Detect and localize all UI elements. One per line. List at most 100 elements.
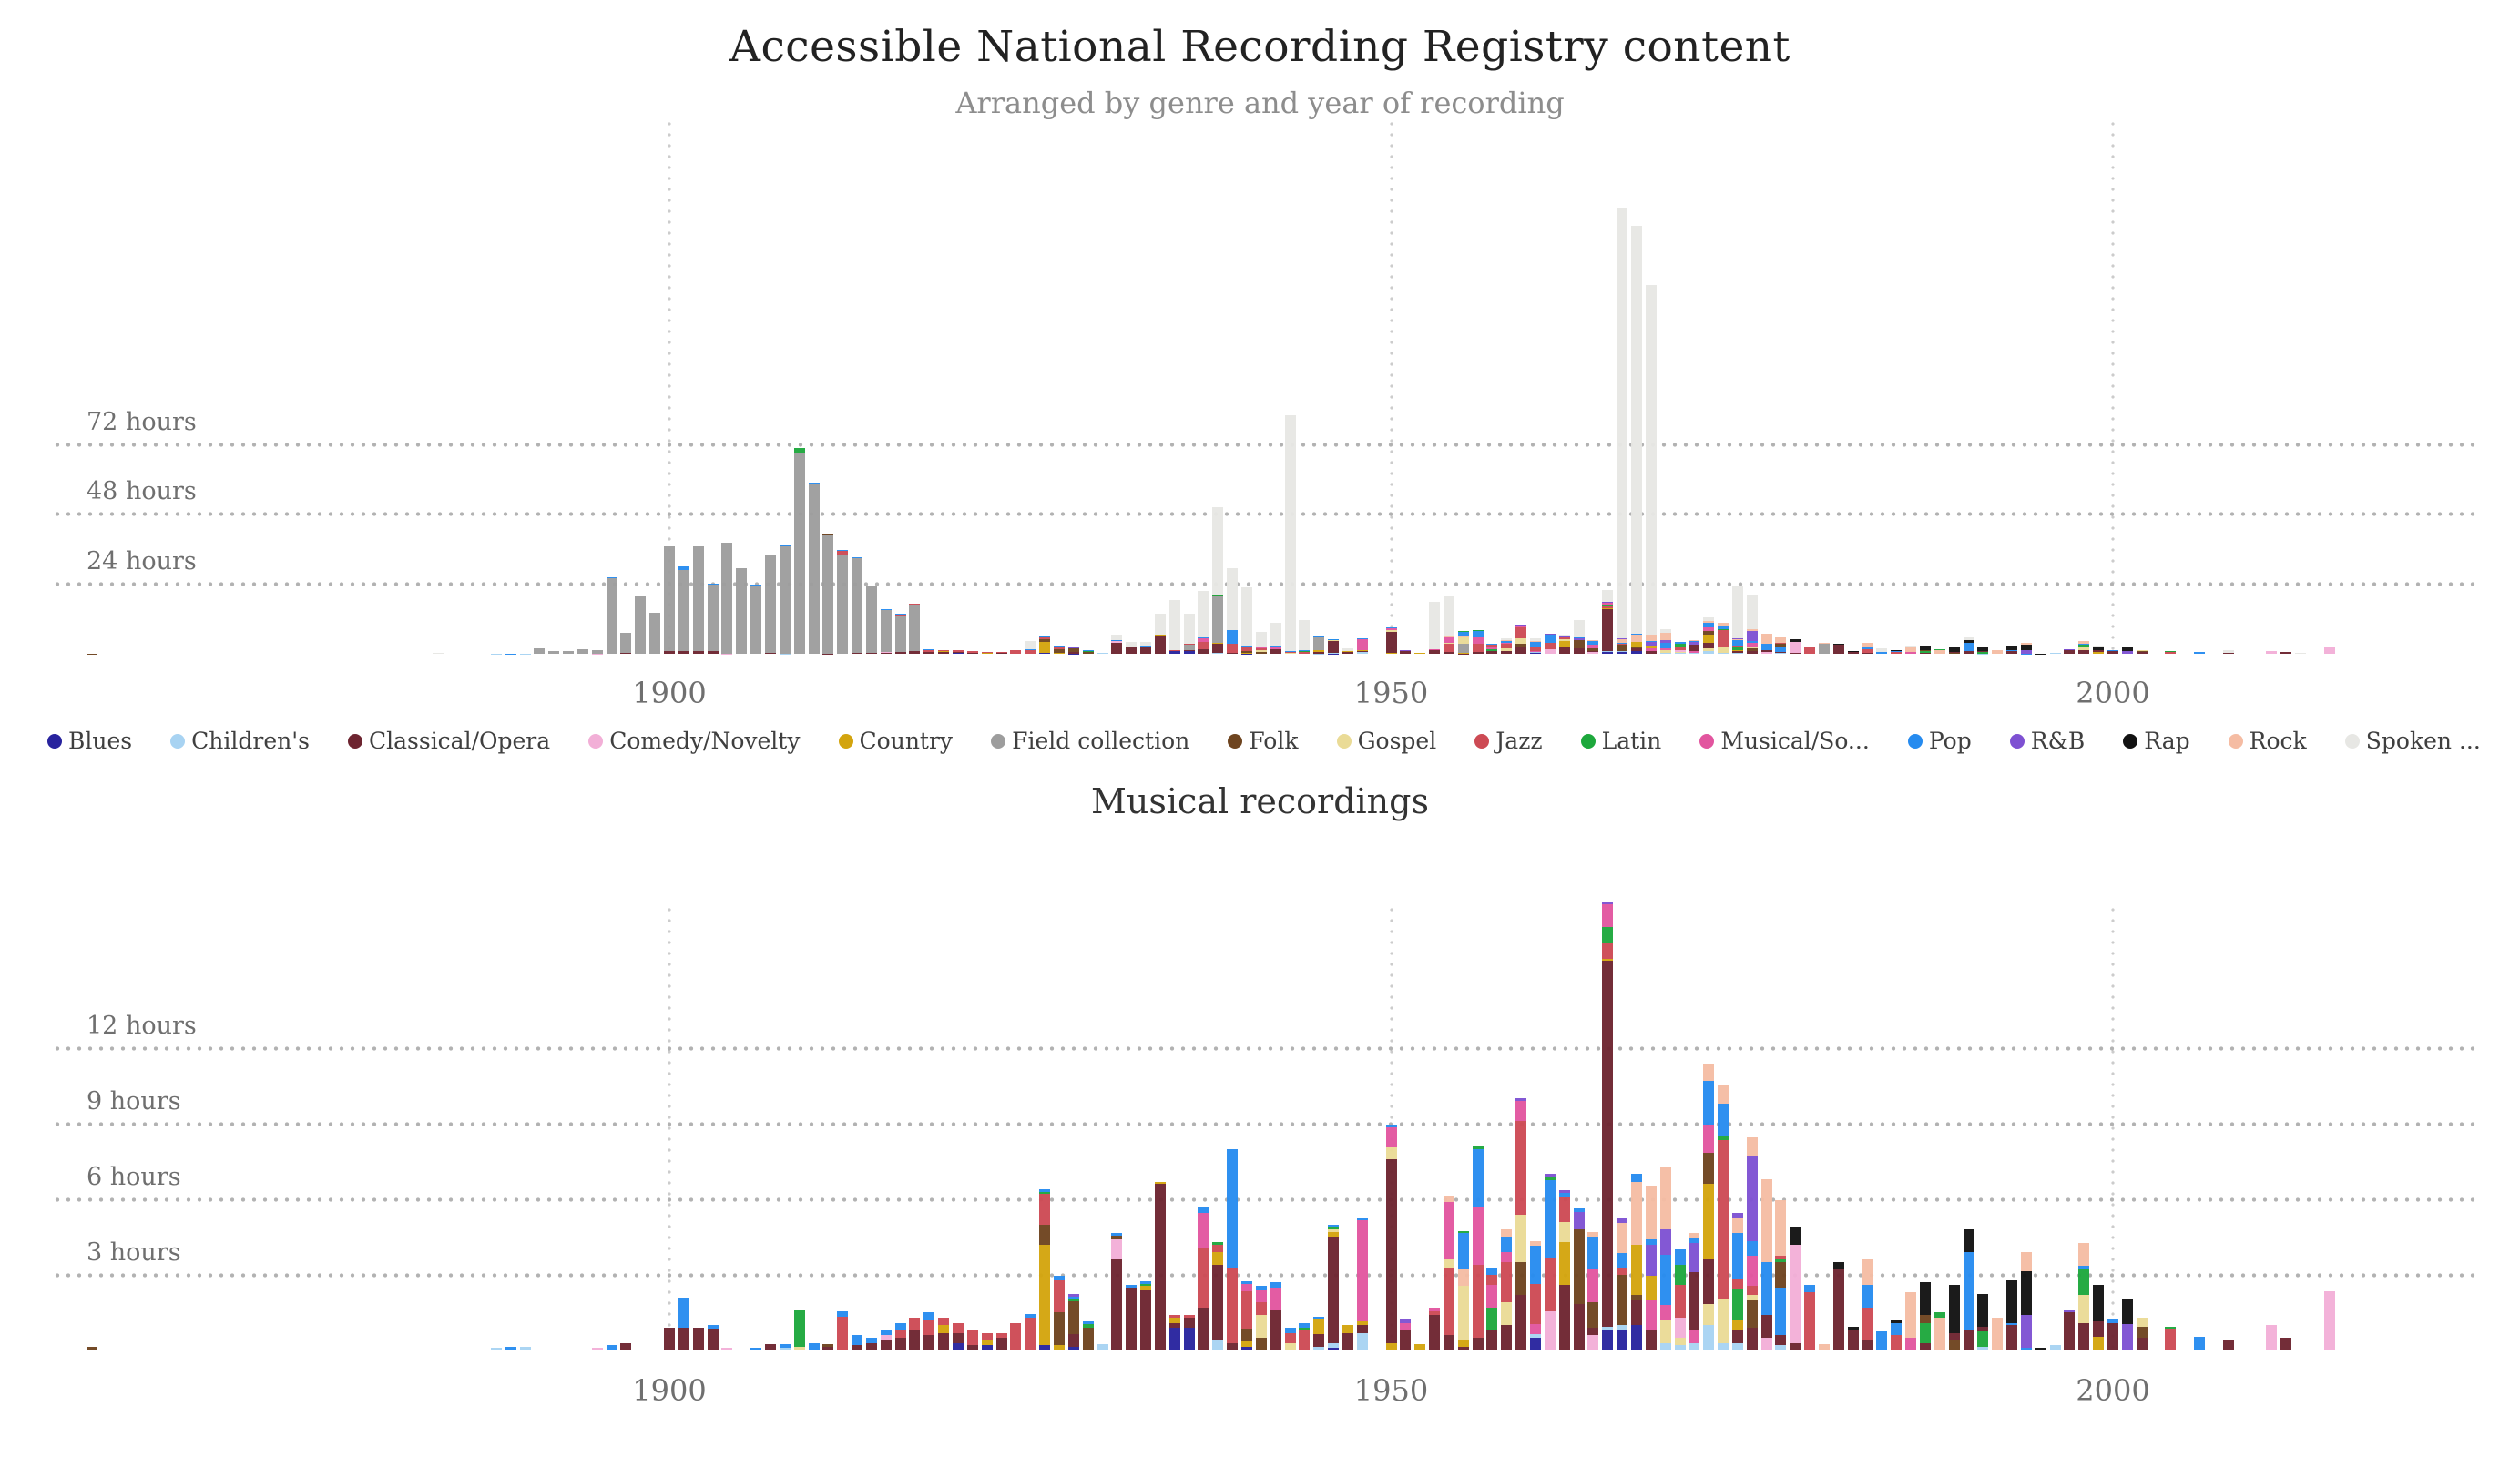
bar-segment-1975-pop[interactable] [1746,641,1758,643]
bar-segment-1909-gospel[interactable] [793,1346,805,1350]
bar-segment-1998-latin[interactable] [2078,1269,2090,1296]
bar-segment-1977-jazz[interactable] [1775,1256,1787,1260]
bar-segment-1928-classical[interactable] [1067,1334,1079,1347]
bar-segment-1999-rap[interactable] [2093,646,2105,651]
bar-segment-1966-pop[interactable] [1617,1253,1628,1268]
bar-segment-1938-country[interactable] [1212,1252,1224,1265]
bar-segment-1950-gospel[interactable] [1385,1147,1397,1159]
bar-segment-1958-jazz[interactable] [1501,1262,1513,1303]
bar-segment-1927-jazz[interactable] [1053,646,1065,650]
bar-segment-1939-pop[interactable] [1227,1148,1239,1268]
bar-segment-1943-gospel[interactable] [1284,653,1296,655]
bar-segment-1915-classical[interactable] [880,1340,892,1350]
bar-segment-1966-jazz[interactable] [1617,1267,1628,1275]
bar-segment-1956-jazz[interactable] [1472,644,1484,653]
legend-item-rock[interactable]: Rock [2228,728,2307,754]
bar-segment-1897-field[interactable] [620,632,632,654]
bar-segment-1943-pop[interactable] [1284,1328,1296,1333]
bar-segment-1965-classical[interactable] [1602,961,1614,1327]
bar-segment-1967-pop[interactable] [1630,633,1642,635]
bar-segment-1975-musical[interactable] [1746,1256,1758,1287]
bar-segment-1895-field[interactable] [591,649,603,654]
bar-segment-1901-field[interactable] [678,569,689,652]
bar-segment-1935-jazz[interactable] [1168,649,1180,651]
bar-segment-1961-rb[interactable] [1544,1174,1556,1178]
bar-segment-1911-classical[interactable] [822,1346,834,1350]
bar-segment-1888-childrens[interactable] [490,1348,502,1350]
bar-segment-1913-pop[interactable] [852,1335,863,1346]
bar-segment-1965-classical[interactable] [1602,608,1614,651]
bar-segment-1900-classical[interactable] [664,651,675,654]
bar-segment-1941-musical[interactable] [1255,647,1267,648]
bar-segment-1971-classical[interactable] [1689,1272,1700,1330]
bar-segment-1953-spoken[interactable] [1429,602,1441,649]
bar-segment-1901-pop[interactable] [678,565,689,570]
bar-segment-1959-jazz[interactable] [1515,1121,1527,1215]
bar-segment-1974-country[interactable] [1731,1319,1743,1330]
bar-segment-1973-pop[interactable] [1718,1103,1729,1136]
legend-item-spoken[interactable]: Spoken ... [2344,728,2481,754]
bar-segment-1965-rb[interactable] [1602,602,1614,604]
bar-segment-1999-spoken[interactable] [2093,645,2105,647]
bar-segment-1954-jazz[interactable] [1443,1267,1454,1336]
bar-segment-2012-classical[interactable] [2280,652,2292,654]
bar-segment-1950-country[interactable] [1385,653,1397,655]
bar-segment-1973-childrens[interactable] [1718,653,1729,655]
bar-segment-1936-classical[interactable] [1183,1318,1195,1329]
bar-segment-1992-rock[interactable] [1992,1318,2004,1350]
bar-segment-1919-country[interactable] [938,650,950,652]
bar-segment-1968-classical[interactable] [1645,651,1657,654]
bar-segment-1969-rock[interactable] [1659,632,1671,640]
bar-segment-1982-rap[interactable] [1847,1326,1859,1330]
bar-segment-1899-field[interactable] [649,613,661,654]
bar-segment-1970-jazz[interactable] [1674,1285,1686,1319]
bar-segment-1929-pop[interactable] [1082,1321,1094,1324]
bar-segment-1971-rb[interactable] [1689,641,1700,646]
bar-segment-1970-childrens[interactable] [1674,653,1686,655]
bar-segment-1974-rb[interactable] [1731,1213,1743,1218]
bar-segment-1923-classical[interactable] [995,1338,1007,1350]
bar-segment-1951-classical[interactable] [1400,1330,1412,1350]
bar-segment-1957-classical[interactable] [1486,651,1498,654]
bar-segment-1940-jazz[interactable] [1241,1290,1252,1330]
legend-item-childrens[interactable]: Children's [170,728,310,754]
bar-segment-1967-blues[interactable] [1630,1325,1642,1350]
legend-item-gospel[interactable]: Gospel [1336,728,1436,754]
bar-segment-1990-rap[interactable] [1963,1229,1974,1253]
bar-segment-1927-folk[interactable] [1053,1312,1065,1346]
bar-segment-1922-jazz[interactable] [981,1332,993,1340]
bar-segment-1933-country[interactable] [1140,1286,1152,1290]
bar-segment-1994-rap[interactable] [2020,644,2032,650]
bar-segment-1920-blues[interactable] [953,1342,964,1350]
bar-segment-1911-folk[interactable] [822,534,834,535]
bar-segment-1994-pop[interactable] [2020,653,2032,655]
bar-segment-1962-jazz[interactable] [1558,636,1570,639]
bar-segment-1914-pop[interactable] [865,1338,877,1343]
bar-segment-1982-classical[interactable] [1847,651,1859,654]
bar-segment-1935-classical[interactable] [1168,1322,1180,1329]
bar-segment-1904-field[interactable] [721,543,733,654]
bar-segment-1957-musical[interactable] [1486,646,1498,649]
bar-segment-1955-country[interactable] [1457,652,1469,654]
bar-segment-1937-classical[interactable] [1198,1307,1209,1350]
bar-segment-1915-classical[interactable] [880,652,892,654]
bar-segment-2008-classical[interactable] [2222,652,2234,654]
bar-segment-1993-pop[interactable] [2006,650,2018,652]
bar-segment-2011-comedy[interactable] [2266,650,2278,654]
bar-segment-1922-country[interactable] [981,652,993,654]
bar-segment-1958-musical[interactable] [1501,642,1513,644]
bar-segment-1977-latin[interactable] [1775,1259,1787,1263]
bar-segment-1956-jazz[interactable] [1472,1264,1484,1339]
bar-segment-1973-jazz[interactable] [1718,629,1729,648]
bar-segment-1965-jazz[interactable] [1602,943,1614,959]
bar-segment-1987-rap[interactable] [1919,646,1931,650]
bar-segment-1936-jazz[interactable] [1183,644,1195,646]
bar-segment-1957-musical[interactable] [1486,1285,1498,1308]
bar-segment-1971-rock[interactable] [1689,640,1700,642]
bar-segment-1958-classical[interactable] [1501,1325,1513,1350]
bar-segment-1941-jazz[interactable] [1255,1302,1267,1316]
bar-segment-1958-gospel[interactable] [1501,1302,1513,1326]
bar-segment-1969-rb[interactable] [1659,1229,1671,1255]
bar-segment-1912-pop[interactable] [837,550,849,552]
legend-item-rap[interactable]: Rap [2123,728,2190,754]
